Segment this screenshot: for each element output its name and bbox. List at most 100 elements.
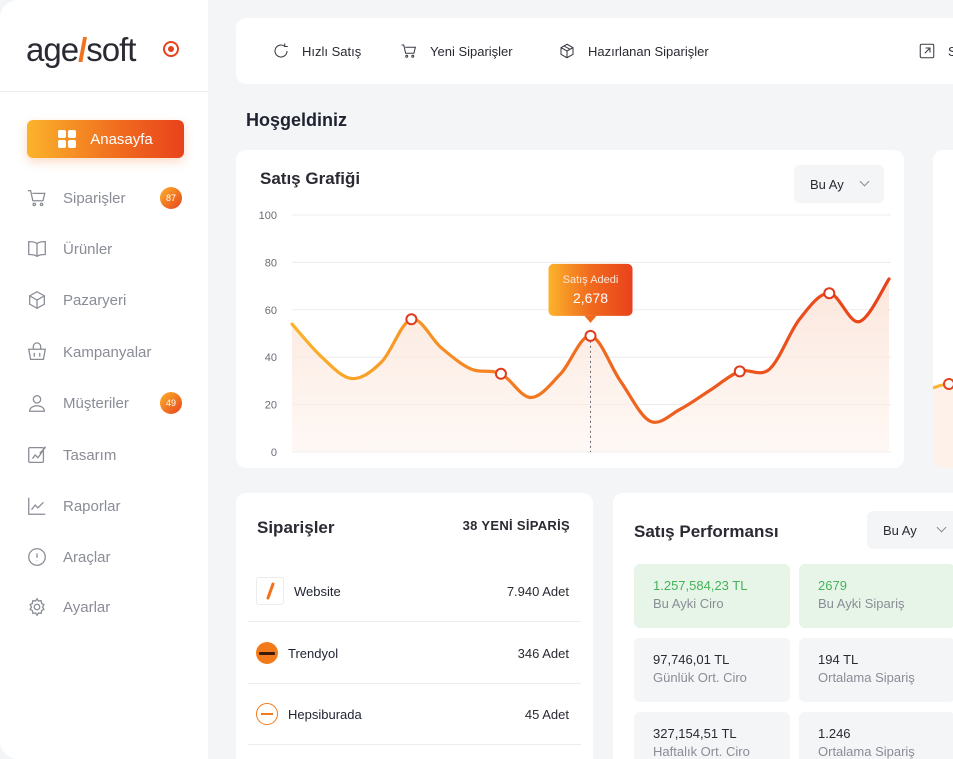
stat-weekly-avg-revenue: 327,154,51 TL Haftalık Ort. Ciro [634,712,790,759]
data-point-marker[interactable] [405,313,418,326]
performance-period-dropdown[interactable]: Bu Ay [867,511,953,549]
sidebar-item-tools[interactable]: Araçlar [26,545,186,569]
sidebar-item-label: Müşteriler [63,394,129,412]
top-item-label: Hazırlanan Siparişler [588,43,709,59]
sidebar-item-design[interactable]: Tasarım [26,443,186,467]
stat-value: 2679 [818,578,847,593]
top-item-label: S [948,43,953,59]
stat-value: 97,746,01 TL [653,652,730,667]
period-label: Bu Ay [883,522,917,538]
orders-title: Siparişler [257,518,335,537]
stat-label: Ortalama Sipariş [818,670,915,685]
secondary-chart-preview [933,378,953,468]
secondary-chart-marker [943,378,953,390]
sidebar-item-products[interactable]: Ürünler [26,237,186,261]
stat-label: Bu Ayki Ciro [653,596,724,611]
sidebar-item-settings[interactable]: Ayarlar [26,595,186,619]
home-label: Anasayfa [90,130,153,148]
order-row-trendyol[interactable]: Trendyol 346 Adet [248,623,581,684]
prepared-orders-link[interactable]: Hazırlanan Siparişler [558,18,709,84]
top-item-label: Yeni Siparişler [430,43,513,59]
sidebar-item-label: Siparişler [63,189,126,207]
period-label: Bu Ay [810,176,844,192]
data-point-marker[interactable] [823,287,836,300]
orders-card: Siparişler 38 YENİ SİPARİŞ Website 7.940… [236,493,593,759]
y-tick-label: 40 [265,352,277,364]
data-point-marker[interactable] [584,329,597,342]
new-orders-count[interactable]: 38 YENİ SİPARİŞ [462,518,570,533]
y-tick-label: 20 [265,400,277,412]
chart-icon [28,497,46,515]
hepsiburada-logo-icon [256,703,278,725]
sales-performance-card: Satış Performansı Bu Ay 1.257,584,23 TL … [613,493,953,759]
external-link[interactable]: S [918,18,953,84]
order-row-hepsiburada[interactable]: Hepsiburada 45 Adet [248,684,581,745]
sidebar-item-campaigns[interactable]: Kampanyalar [26,340,186,364]
y-tick-label: 80 [265,257,277,269]
stat-monthly-revenue: 1.257,584,23 TL Bu Ayki Ciro [634,564,790,628]
sidebar-item-label: Ayarlar [63,598,111,616]
chart-title: Satış Grafiği [260,169,361,188]
chart-period-dropdown[interactable]: Bu Ay [794,165,884,203]
stat-label: Günlük Ort. Ciro [653,670,747,685]
sidebar-item-label: Pazaryeri [63,291,127,309]
stat-daily-avg-revenue: 97,746,01 TL Günlük Ort. Ciro [634,638,790,702]
home-button[interactable]: Anasayfa [27,120,184,158]
order-source-name: Hepsiburada [288,706,362,722]
top-item-label: Hızlı Satış [302,43,362,59]
order-row-website[interactable]: Website 7.940 Adet [248,561,581,622]
data-point-marker[interactable] [733,365,746,378]
chart-area [292,278,889,452]
orders-badge: 87 [160,187,182,209]
sales-line-chart: 100 80 60 40 20 0 Satış Adedi 2,678 [259,210,891,459]
user-icon [29,395,45,412]
box-icon [29,291,45,309]
order-source-count: 7.940 Adet [506,583,569,599]
sidebar-item-label: Kampanyalar [63,343,152,361]
sales-chart-card: Satış Grafiği Bu Ay 100 80 60 40 20 0 Satış A… [236,150,904,468]
stat-label: Haftalık Ort. Ciro [653,744,750,759]
brand-logo[interactable]: age/soft [26,30,179,70]
sidebar-item-label: Ürünler [63,240,113,258]
sidebar-item-label: Raporlar [63,497,121,515]
performance-title: Satış Performansı [634,522,779,541]
tooltip-value: 2,678 [573,290,608,306]
y-tick-label: 60 [265,305,277,317]
quick-sale-link[interactable]: Hızlı Satış [272,18,361,84]
cart-icon [27,190,46,207]
design-icon [28,446,47,463]
book-icon [28,241,46,258]
package-icon [560,43,574,59]
stat-value: 327,154,51 TL [653,726,737,741]
stat-value: 194 TL [818,652,859,667]
info-icon [28,548,46,566]
gear-icon [29,597,45,617]
sidebar-item-orders[interactable]: Siparişler 87 [26,186,186,210]
chevron-down-icon [936,522,947,533]
refresh-icon [274,43,288,58]
order-source-name: Website [294,583,341,599]
stat-label: Ortalama Sipariş [818,744,915,759]
sidebar-item-reports[interactable]: Raporlar [26,494,186,518]
record-icon [163,41,179,57]
brand-name: age/soft [26,31,136,68]
cart-icon [401,44,417,58]
page-title: Hoşgeldiniz [246,110,348,130]
external-link-icon [919,43,935,59]
stat-avg-order: 194 TL Ortalama Sipariş [799,638,953,702]
order-source-count: 346 Adet [517,645,569,661]
stat-label: Bu Ayki Sipariş [818,596,905,611]
new-orders-link[interactable]: Yeni Siparişler [400,18,513,84]
stat-avg-order-2: 1.246 Ortalama Sipariş [799,712,953,759]
sidebar-item-marketplace[interactable]: Pazaryeri [26,288,186,312]
y-tick-label: 0 [271,447,277,459]
stat-value: 1.246 [818,726,851,741]
data-point-marker[interactable] [494,367,507,380]
top-bar: Hızlı Satış Yeni Siparişler Hazırlanan S… [236,18,953,84]
sidebar-item-customers[interactable]: Müşteriler 49 [26,391,186,415]
sidebar-item-label: Tasarım [63,446,117,464]
chart-tooltip: Satış Adedi 2,678 [548,263,633,323]
secondary-chart-card [933,150,953,468]
website-slash-icon [256,577,284,605]
customers-badge: 49 [160,392,182,414]
